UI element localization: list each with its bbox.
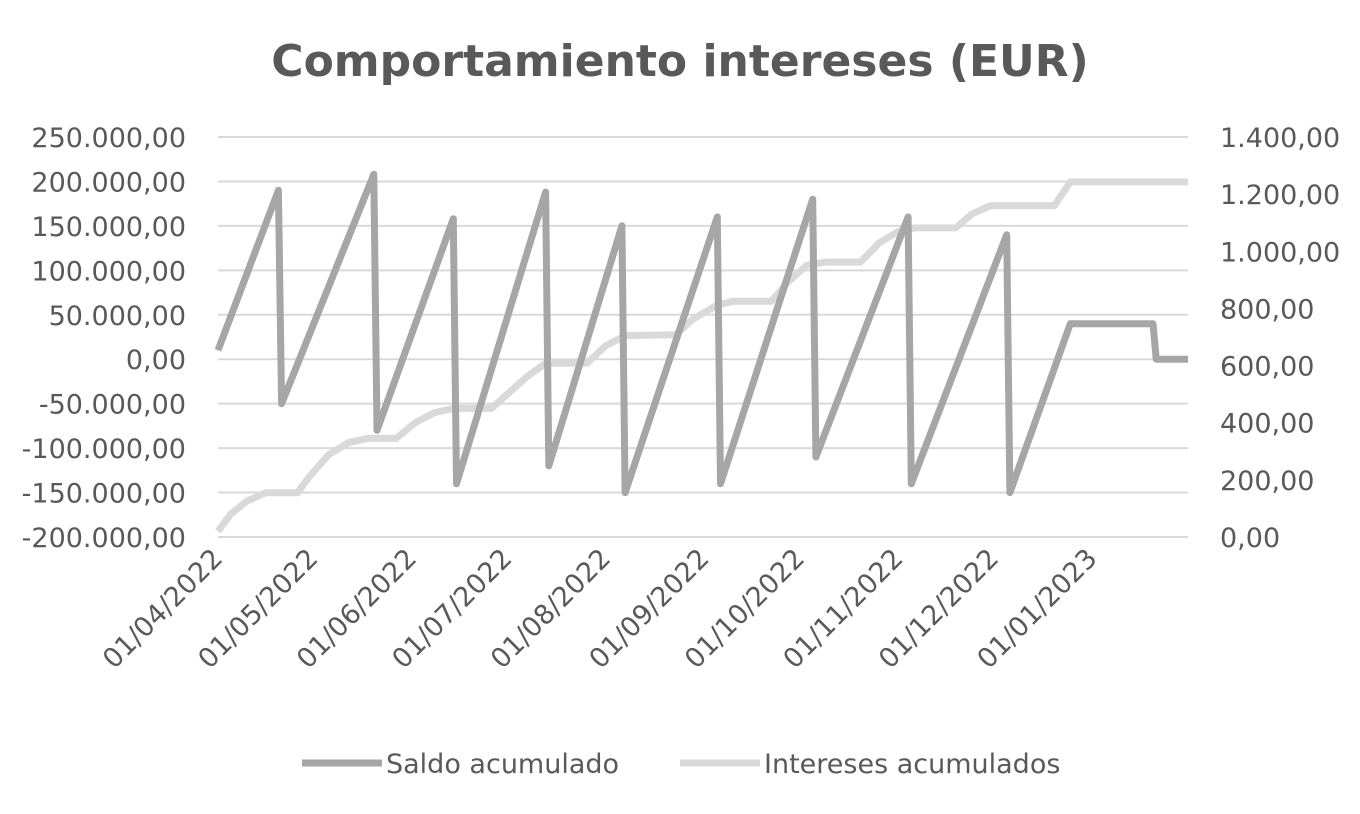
left-y-tick-label: -100.000,00 bbox=[22, 434, 186, 465]
right-y-tick-label: 1.400,00 bbox=[1220, 123, 1340, 154]
chart-title: Comportamiento intereses (EUR) bbox=[271, 36, 1088, 87]
legend-label: Saldo acumulado bbox=[386, 749, 619, 780]
left-y-tick-label: 0,00 bbox=[126, 345, 186, 376]
left-y-tick-label: 200.000,00 bbox=[31, 167, 186, 198]
legend-label: Intereses acumulados bbox=[764, 749, 1060, 780]
right-y-tick-label: 0,00 bbox=[1220, 523, 1280, 554]
left-y-tick-label: 250.000,00 bbox=[31, 123, 186, 154]
left-y-tick-label: -150.000,00 bbox=[22, 479, 186, 510]
x-axis: 01/04/202201/05/202201/06/202201/07/2022… bbox=[97, 543, 1104, 675]
series-line-saldo-acumulado bbox=[214, 170, 1188, 497]
right-y-tick-label: 400,00 bbox=[1220, 409, 1314, 440]
left-y-tick-label: -200.000,00 bbox=[22, 523, 186, 554]
left-y-tick-label: 100.000,00 bbox=[31, 256, 186, 287]
left-y-axis: 250.000,00 200.000,00 150.000,00 100.000,00… bbox=[22, 123, 186, 554]
right-y-tick-label: 800,00 bbox=[1220, 294, 1314, 325]
right-y-tick-label: 1.000,00 bbox=[1220, 237, 1340, 268]
right-y-tick-label: 600,00 bbox=[1220, 352, 1314, 383]
series-line-intereses-acumulados bbox=[215, 178, 1188, 534]
right-y-tick-label: 200,00 bbox=[1220, 466, 1314, 497]
left-y-tick-label: 150.000,00 bbox=[31, 212, 186, 243]
right-y-axis: 1.400,00 1.200,00 1.000,00 800,00 600,00 400,… bbox=[1220, 123, 1340, 554]
left-y-tick-label: 50.000,00 bbox=[49, 301, 186, 332]
left-y-tick-label: -50.000,00 bbox=[39, 390, 186, 421]
legend: Saldo acumulado Intereses acumulados bbox=[302, 749, 1060, 780]
series-layer bbox=[214, 170, 1188, 534]
right-y-tick-label: 1.200,00 bbox=[1220, 180, 1340, 211]
